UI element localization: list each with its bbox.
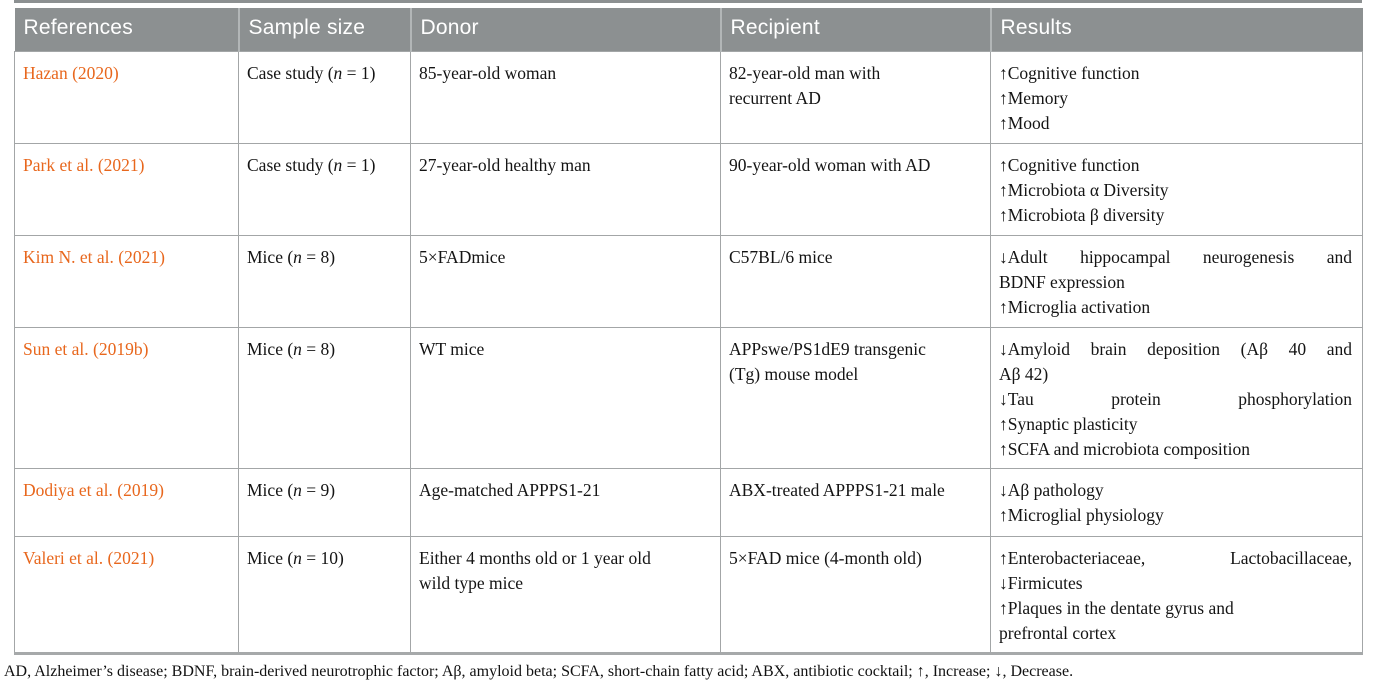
sample-size-cell: Mice (n = 8) xyxy=(238,234,411,328)
sample-size-cell: Mice (n = 10) xyxy=(238,535,411,655)
results-cell: ↑Cognitive function ↑Memory ↑Mood xyxy=(990,50,1363,144)
recipient-cell: 90-year-old woman with AD xyxy=(720,142,991,236)
recipient-cell: APPswe/PS1dE9 transgenic (Tg) mouse model xyxy=(720,326,991,469)
result-line: ↑Cognitive function xyxy=(999,62,1140,83)
recipient-cell: C57BL/6 mice xyxy=(720,234,991,328)
result-line: ↑Enterobacteriaceae, Lactobacillaceae, xyxy=(999,547,1352,568)
reference-cell: Valeri et al. (2021) xyxy=(14,535,239,655)
recipient-line: APPswe/PS1dE9 transgenic xyxy=(729,338,926,359)
result-line: ↑SCFA and microbiota composition xyxy=(999,438,1250,459)
reference-cell: Park et al. (2021) xyxy=(14,142,239,236)
table-body: Hazan (2020) Case study (n = 1) 85-year-ol… xyxy=(14,50,1363,655)
reference-citation-link[interactable]: Park et al. (2021) xyxy=(23,154,145,175)
recipient-line: 82-year-old man with xyxy=(729,62,881,83)
reference-citation-link[interactable]: Dodiya et al. (2019) xyxy=(23,479,164,500)
column-header-results: Results xyxy=(989,8,1363,51)
table-row: Kim N. et al. (2021) Mice (n = 8) 5×FADmic… xyxy=(14,234,1363,328)
reference-cell: Hazan (2020) xyxy=(14,50,239,144)
donor-line: Age-matched APPPS1-21 xyxy=(419,479,601,500)
table-footnote: AD, Alzheimer’s disease; BDNF, brain-der… xyxy=(4,663,1074,680)
result-line: ↑Plaques in the dentate gyrus and xyxy=(999,597,1234,618)
donor-cell: 85-year-old woman xyxy=(410,50,721,144)
donor-line: wild type mice xyxy=(419,572,524,593)
results-cell: ↓Adult hippocampal neurogenesis and BDNF … xyxy=(990,234,1363,328)
result-line: ↑Microglia activation xyxy=(999,296,1151,317)
column-header-recipient: Recipient xyxy=(719,8,991,51)
result-line: ↑Mood xyxy=(999,112,1050,133)
sample-size-n-symbol: n xyxy=(293,246,302,267)
result-line: ↓Amyloid brain deposition (Aβ 40 and xyxy=(999,338,1352,359)
recipient-line: C57BL/6 mice xyxy=(729,246,833,267)
reference-citation-link[interactable]: Hazan (2020) xyxy=(23,62,119,83)
result-line: ↓Tau protein phosphorylation xyxy=(999,388,1352,409)
table-row: Sun et al. (2019b) Mice (n = 8) WT mice APP… xyxy=(14,326,1363,469)
sample-size-n-symbol: n xyxy=(293,338,302,359)
donor-line: 85-year-old woman xyxy=(419,62,557,83)
sample-size-n-symbol: n xyxy=(333,154,343,175)
donor-line: 27-year-old healthy man xyxy=(419,154,591,175)
results-cell: ↓Aβ pathology ↑Microglial physiology xyxy=(990,467,1363,537)
table-row: Hazan (2020) Case study (n = 1) 85-year-ol… xyxy=(14,50,1363,144)
result-line: BDNF expression xyxy=(999,271,1125,292)
recipient-line: 90-year-old woman with AD xyxy=(729,154,931,175)
result-line: ↑Synaptic plasticity xyxy=(999,413,1138,434)
column-header-sample-size: Sample size xyxy=(237,8,411,51)
result-line: Aβ 42) xyxy=(999,363,1049,384)
sample-size-cell: Case study (n = 1) xyxy=(238,142,411,236)
table-top-accent-strip xyxy=(14,0,1362,3)
recipient-cell: ABX-treated APPPS1-21 male xyxy=(720,467,991,537)
sample-size-cell: Mice (n = 8) xyxy=(238,326,411,469)
reference-cell: Sun et al. (2019b) xyxy=(14,326,239,469)
result-line: ↓Aβ pathology xyxy=(999,479,1104,500)
sample-size-n-symbol: n xyxy=(333,62,343,83)
recipient-cell: 82-year-old man with recurrent AD xyxy=(720,50,991,144)
studies-table: References Sample size Donor Recipient R… xyxy=(14,8,1363,655)
result-line: ↓Adult hippocampal neurogenesis and xyxy=(999,246,1352,267)
table-row: Dodiya et al. (2019) Mice (n = 9) Age-matc… xyxy=(14,467,1363,537)
column-header-donor: Donor xyxy=(409,8,721,51)
results-cell: ↑Enterobacteriaceae, Lactobacillaceae, ↓F… xyxy=(990,535,1363,655)
donor-line: Either 4 months old or 1 year old xyxy=(419,547,651,568)
sample-size-cell: Case study (n = 1) xyxy=(238,50,411,144)
result-line: ↑Microglial physiology xyxy=(999,504,1164,525)
donor-line: WT mice xyxy=(419,338,485,359)
result-line: ↑Microbiota α Diversity xyxy=(999,179,1169,200)
sample-size-n-symbol: n xyxy=(293,547,302,568)
sample-size-cell: Mice (n = 9) xyxy=(238,467,411,537)
donor-cell: 27-year-old healthy man xyxy=(410,142,721,236)
reference-citation-link[interactable]: Kim N. et al. (2021) xyxy=(23,246,165,267)
result-line: ↓Firmicutes xyxy=(999,572,1083,593)
result-line: ↑Microbiota β diversity xyxy=(999,204,1165,225)
result-line: ↑Cognitive function xyxy=(999,154,1140,175)
reference-citation-link[interactable]: Valeri et al. (2021) xyxy=(23,547,155,568)
result-line: ↑Memory xyxy=(999,87,1069,108)
donor-line: 5×FADmice xyxy=(419,246,506,267)
donor-cell: WT mice xyxy=(410,326,721,469)
reference-cell: Kim N. et al. (2021) xyxy=(14,234,239,328)
results-cell: ↓Amyloid brain deposition (Aβ 40 and Aβ 4… xyxy=(990,326,1363,469)
table-row: Valeri et al. (2021) Mice (n = 10) Either … xyxy=(14,535,1363,655)
table-row: Park et al. (2021) Case study (n = 1) 27-y… xyxy=(14,142,1363,236)
header-row: References Sample size Donor Recipient R… xyxy=(14,8,1363,51)
recipient-line: ABX-treated APPPS1-21 male xyxy=(729,479,945,500)
table-header: References Sample size Donor Recipient R… xyxy=(14,8,1363,51)
recipient-line: (Tg) mouse model xyxy=(729,363,859,384)
reference-cell: Dodiya et al. (2019) xyxy=(14,467,239,537)
recipient-cell: 5×FAD mice (4-month old) xyxy=(720,535,991,655)
donor-cell: Either 4 months old or 1 year old wild ty… xyxy=(410,535,721,655)
reference-citation-link[interactable]: Sun et al. (2019b) xyxy=(23,338,149,359)
recipient-line: recurrent AD xyxy=(729,87,821,108)
donor-cell: Age-matched APPPS1-21 xyxy=(410,467,721,537)
result-line: prefrontal cortex xyxy=(999,622,1117,643)
sample-size-n-symbol: n xyxy=(293,479,302,500)
column-header-references: References xyxy=(14,8,239,51)
recipient-line: 5×FAD mice (4-month old) xyxy=(729,547,922,568)
donor-cell: 5×FADmice xyxy=(410,234,721,328)
results-cell: ↑Cognitive function ↑Microbiota α Diversi… xyxy=(990,142,1363,236)
